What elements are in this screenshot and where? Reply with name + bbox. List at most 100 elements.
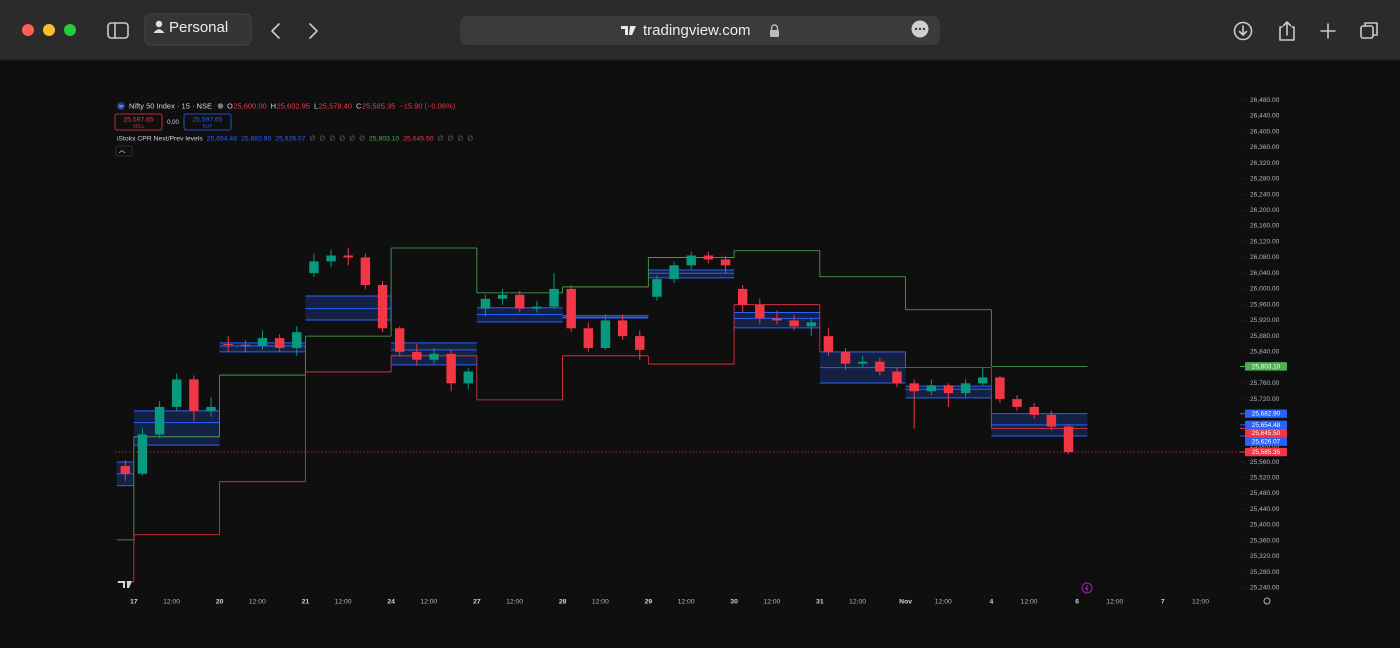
y-tick-label: 25,400.00 xyxy=(1250,522,1280,529)
lock-icon xyxy=(770,24,779,30)
x-tick-label: 12:00 xyxy=(592,598,609,605)
profile-button[interactable]: Personal xyxy=(144,13,252,46)
candle-body xyxy=(189,379,199,411)
y-tick-label: 25,720.00 xyxy=(1250,396,1280,403)
candle-body xyxy=(737,288,748,305)
back-button[interactable] xyxy=(271,23,280,39)
close-button[interactable] xyxy=(22,24,34,36)
axis-marker-box xyxy=(1245,437,1287,446)
y-tick-label: 25,560.00 xyxy=(1250,459,1280,466)
candle-body xyxy=(943,385,954,394)
symbol-badge-bg xyxy=(117,102,125,110)
candle-body xyxy=(360,257,371,285)
candle-body xyxy=(995,377,1005,400)
indicator-value: ∅ xyxy=(329,135,335,142)
x-tick-label: 12:00 xyxy=(1106,598,1123,605)
download-button[interactable] xyxy=(1233,21,1253,41)
x-tick-label: 12:00 xyxy=(849,598,866,605)
x-tick-label: 12:00 xyxy=(1192,598,1209,605)
share-button[interactable] xyxy=(1279,21,1295,41)
symbol-badge: 50 xyxy=(119,104,123,108)
x-tick-label: 4 xyxy=(989,598,993,605)
candle-body xyxy=(720,259,731,266)
candle-body xyxy=(652,279,662,297)
candle-body xyxy=(480,298,491,309)
x-tick-label: 12:00 xyxy=(763,598,780,605)
candle-body xyxy=(669,265,679,280)
candle-body xyxy=(137,434,148,474)
spread: 0.00 xyxy=(167,120,179,126)
axis-marker-box xyxy=(1245,447,1287,457)
x-tick-label: 12:00 xyxy=(335,598,352,605)
indicator-value: 25,626.07 xyxy=(275,135,305,142)
axis-marker-box xyxy=(1245,429,1287,438)
new-tab-button[interactable] xyxy=(1320,23,1336,39)
y-tick-label: 25,760.00 xyxy=(1250,380,1280,387)
candle-body xyxy=(223,344,233,345)
candle-body xyxy=(326,255,336,262)
candle-body xyxy=(806,322,816,327)
y-tick-label: 25,240.00 xyxy=(1250,585,1280,592)
candle-body xyxy=(206,406,216,411)
y-tick-label: 25,880.00 xyxy=(1250,333,1280,340)
candle-body xyxy=(394,328,405,352)
axis-marker-label: 25,654.48 xyxy=(1252,422,1281,429)
indicator-value: ∅ xyxy=(438,135,444,142)
axis-marker-label: 25,803.10 xyxy=(1252,363,1281,370)
candle-body xyxy=(446,353,456,384)
y-tick-label: 26,160.00 xyxy=(1250,223,1280,230)
x-tick-label: 29 xyxy=(645,598,653,605)
indicator-value: ∅ xyxy=(467,135,473,142)
indicator-value: 25,682.90 xyxy=(241,135,271,142)
candle-body xyxy=(120,465,131,474)
minimize-button[interactable] xyxy=(43,24,55,36)
candle-body xyxy=(617,320,628,337)
axis-marker-box xyxy=(1245,420,1287,430)
buy-box[interactable] xyxy=(183,113,232,131)
indicator-value: 25,645.50 xyxy=(403,135,433,142)
candle-body xyxy=(463,371,473,384)
collapse-arrow[interactable] xyxy=(118,149,126,154)
ohlc-value: 25,600.00 xyxy=(233,101,266,110)
events-icon[interactable] xyxy=(1081,582,1093,594)
cpr-band xyxy=(133,410,220,446)
indicator-value: ∅ xyxy=(310,135,316,142)
indicator-name: iStokx CPR Next/Prev levels xyxy=(117,135,203,142)
candle-body xyxy=(172,379,182,407)
x-tick-label: 27 xyxy=(473,598,481,605)
y-tick-label: 26,280.00 xyxy=(1250,176,1280,183)
y-tick-label: 26,120.00 xyxy=(1250,238,1280,245)
tv-watermark xyxy=(118,581,132,588)
tabs-icon xyxy=(1364,22,1378,36)
y-tick-label: 26,480.00 xyxy=(1250,97,1280,104)
sell-box[interactable] xyxy=(114,113,163,131)
candle-body xyxy=(240,344,251,346)
more-dot xyxy=(922,27,926,31)
collapse-button[interactable] xyxy=(115,145,133,157)
x-tick-label: 30 xyxy=(730,598,738,605)
sidebar-button[interactable] xyxy=(107,22,129,39)
more-dot xyxy=(914,27,918,31)
axis-marker-box xyxy=(1245,362,1287,371)
x-tick-label: 12:00 xyxy=(935,598,952,605)
candle-body xyxy=(909,383,919,392)
address-bar[interactable]: tradingview.com xyxy=(460,16,940,45)
settings-button[interactable] xyxy=(1263,597,1271,605)
x-tick-label: 21 xyxy=(302,598,310,605)
y-tick-label: 25,520.00 xyxy=(1250,474,1280,481)
candle-body xyxy=(309,261,319,274)
ohlc-value: 25,585.35 xyxy=(362,101,395,110)
symbol-title: Nifty 50 Index · 15 · NSE xyxy=(129,101,212,110)
zoom-button[interactable] xyxy=(64,24,76,36)
candle-body xyxy=(1046,414,1057,427)
y-tick-label: 26,240.00 xyxy=(1250,191,1280,198)
candle-body xyxy=(154,406,165,435)
indicator-value: ∅ xyxy=(319,135,325,142)
y-tick-label: 25,360.00 xyxy=(1250,537,1280,544)
tabs-button[interactable] xyxy=(1360,22,1378,39)
tabs-icon xyxy=(1360,25,1374,39)
forward-button[interactable] xyxy=(309,23,318,39)
ohlc-key: C xyxy=(356,101,362,110)
x-tick-label: Nov xyxy=(899,598,912,605)
